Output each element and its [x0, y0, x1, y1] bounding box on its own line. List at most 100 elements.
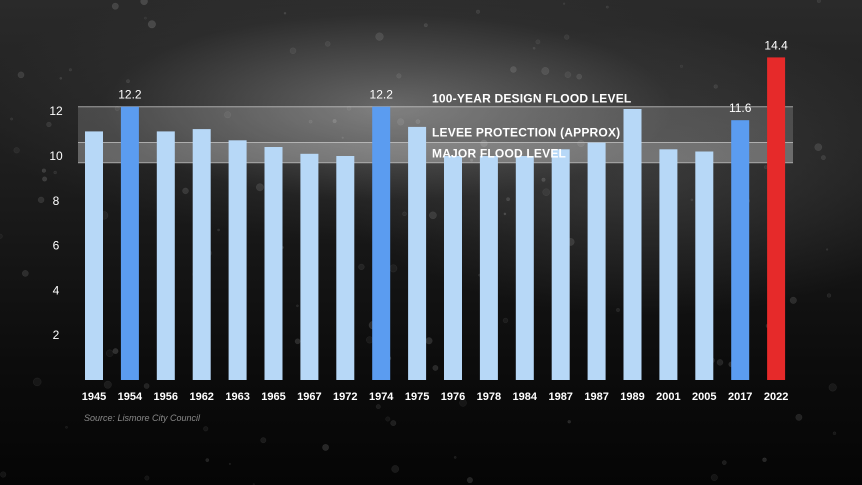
droplet — [390, 420, 397, 427]
droplet — [341, 136, 344, 139]
droplet — [605, 5, 609, 9]
droplet — [143, 383, 150, 389]
droplet — [429, 211, 437, 220]
data-label: 11.6 — [729, 101, 752, 115]
droplet — [203, 426, 209, 432]
droplet — [475, 9, 481, 14]
bar-1963 — [228, 140, 247, 380]
bar-1945 — [85, 131, 103, 380]
droplet — [470, 158, 474, 162]
droplet — [535, 39, 541, 45]
droplet — [567, 419, 571, 424]
x-tick-label: 1963 — [225, 391, 249, 403]
x-tick-label: 1945 — [82, 391, 106, 403]
x-tick-label: 1956 — [154, 391, 178, 403]
x-tick-label: 1967 — [297, 391, 321, 403]
droplet — [826, 293, 832, 298]
x-tick-label: 1989 — [620, 391, 644, 403]
levee-protection-label: LEVEE PROTECTION (APPROX) — [432, 126, 620, 140]
bar-1972 — [336, 156, 355, 380]
droplet — [358, 263, 365, 271]
x-tick-label: 1975 — [405, 391, 429, 403]
x-tick-label: 1978 — [477, 391, 501, 403]
data-labels: 12.2 12.2 11.6 14.4 — [118, 38, 788, 115]
droplet — [453, 456, 457, 459]
droplet — [294, 338, 301, 345]
droplet — [825, 248, 829, 251]
droplet — [260, 437, 267, 444]
droplet — [466, 477, 473, 484]
droplet — [679, 64, 684, 68]
droplet — [506, 197, 511, 202]
droplet — [713, 84, 718, 89]
droplet — [111, 2, 119, 10]
droplet — [322, 443, 330, 451]
droplet — [385, 416, 391, 422]
droplet — [541, 67, 550, 75]
droplet — [816, 0, 821, 3]
droplet — [205, 458, 210, 462]
droplet — [541, 177, 546, 182]
x-tick-label: 2017 — [728, 391, 752, 403]
bar-1975 — [408, 126, 427, 381]
x-tick-label: 1987 — [548, 391, 572, 403]
droplet — [460, 133, 465, 138]
bar-1978 — [479, 156, 498, 380]
droplet — [814, 143, 823, 152]
droplet — [820, 155, 826, 161]
droplet — [140, 0, 148, 6]
x-axis-labels: 1945 1954 1956 1962 1963 1965 1967 1972 1974 1975… — [82, 391, 789, 403]
droplet — [10, 117, 14, 121]
y-tick-label: 8 — [53, 194, 60, 208]
droplet — [0, 233, 3, 239]
y-tick-label: 12 — [49, 104, 63, 118]
droplet — [832, 431, 837, 436]
x-tick-label: 1984 — [513, 391, 538, 403]
bar-1987 — [587, 142, 606, 380]
droplet — [828, 383, 837, 392]
reference-labels: 100-YEAR DESIGN FLOOD LEVEL LEVEE PROTECT… — [432, 92, 631, 161]
droplet — [397, 118, 405, 126]
bar-1956 — [156, 131, 175, 380]
droplet — [503, 212, 507, 216]
droplet — [308, 119, 313, 124]
droplet — [402, 211, 407, 217]
droplet — [616, 308, 620, 312]
data-label: 14.4 — [764, 38, 788, 52]
bar-1984 — [515, 156, 534, 380]
bar-1989 — [623, 109, 642, 380]
droplet — [542, 188, 550, 196]
droplet — [415, 119, 421, 124]
droplet — [46, 121, 52, 128]
droplet — [255, 183, 264, 192]
droplet — [423, 23, 428, 28]
droplet — [716, 359, 724, 366]
droplet — [41, 168, 47, 173]
droplet — [144, 16, 147, 20]
lower-band — [78, 142, 793, 163]
bar-2005 — [695, 151, 714, 380]
x-tick-label: 1965 — [261, 391, 285, 403]
x-tick-label: 2022 — [764, 391, 788, 403]
x-tick-label: 1974 — [369, 391, 394, 403]
droplet — [459, 399, 467, 407]
bar-1974 — [372, 106, 391, 380]
droplet — [396, 73, 402, 79]
design-flood-label: 100-YEAR DESIGN FLOOD LEVEL — [432, 92, 631, 106]
droplet — [217, 228, 220, 232]
droplet — [510, 66, 517, 73]
droplet — [762, 457, 767, 463]
droplet — [432, 364, 439, 371]
droplet — [795, 413, 803, 421]
y-tick-label: 6 — [53, 239, 60, 253]
y-tick-label: 2 — [53, 328, 60, 342]
droplet — [53, 170, 57, 175]
x-tick-label: 1972 — [333, 391, 357, 403]
droplet — [283, 12, 287, 15]
bars — [85, 57, 786, 381]
data-label: 12.2 — [118, 88, 142, 102]
droplet — [105, 349, 114, 358]
source-note: Source: Lismore City Council — [84, 413, 201, 423]
